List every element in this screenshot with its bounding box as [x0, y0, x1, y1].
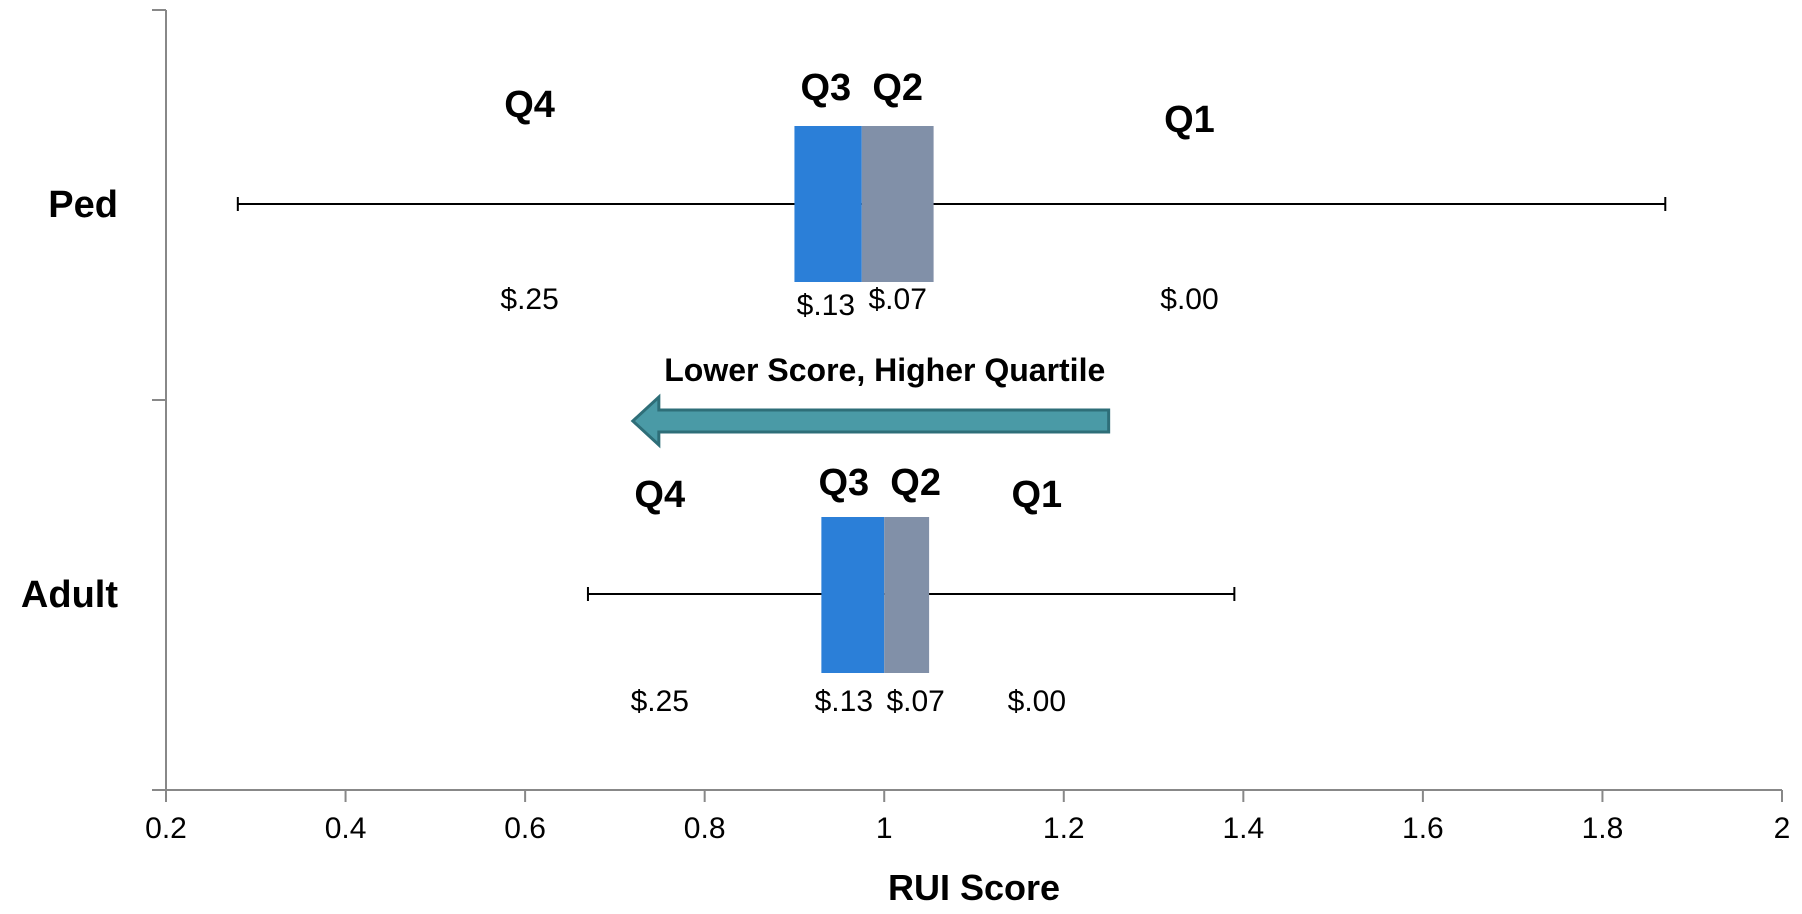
box-lower-segment — [794, 126, 862, 282]
annotation-label: Lower Score, Higher Quartile — [664, 352, 1105, 388]
box-lower-segment — [821, 517, 885, 673]
quartile-label: Q4 — [634, 474, 685, 516]
x-tick-label: 1.6 — [1402, 812, 1444, 845]
box-adult: Q4 $.25 Q3 $.13 Q2 $.07 Q1 $.00 — [586, 462, 1236, 718]
category-label-ped: Ped — [48, 184, 118, 226]
boxes: Q4 $.25 Q3 $.13 Q2 $.07 Q1 $.00 Q4 $.25 Q3 $.13 Q2 $.… — [236, 67, 1667, 718]
x-tick-label: 1.4 — [1222, 812, 1264, 845]
quartile-price: $.07 — [868, 283, 926, 316]
axes — [152, 9, 1782, 791]
x-axis-title: RUI Score — [888, 867, 1060, 908]
box-ped: Q4 $.25 Q3 $.13 Q2 $.07 Q1 $.00 — [236, 67, 1667, 322]
category-labels: Ped Adult — [21, 184, 118, 616]
quartile-price: $.13 — [797, 289, 855, 322]
x-tick-label: 1 — [876, 812, 893, 845]
quartile-label: Q4 — [504, 84, 555, 126]
x-tick-label: 0.8 — [684, 812, 726, 845]
quartile-label: Q3 — [818, 462, 869, 504]
annotation-arrow — [630, 393, 1111, 449]
box-upper-segment — [861, 126, 934, 282]
annotation: Lower Score, Higher Quartile — [630, 352, 1111, 449]
category-label-adult: Adult — [21, 574, 118, 616]
x-tick-label: 0.2 — [145, 812, 187, 845]
quartile-price: $.13 — [815, 685, 873, 718]
quartile-label: Q1 — [1164, 99, 1215, 141]
quartile-price: $.25 — [500, 283, 558, 316]
quartile-label: Q1 — [1011, 474, 1062, 516]
box-upper-segment — [884, 517, 930, 673]
quartile-price: $.25 — [631, 685, 689, 718]
x-axis-ticks: 0.2 0.4 0.6 0.8 1 1.2 1.4 1.6 1.8 2 — [145, 790, 1790, 845]
quartile-label: Q2 — [872, 67, 923, 109]
x-tick-label: 0.6 — [504, 812, 546, 845]
quartile-label: Q2 — [890, 462, 941, 504]
quartile-price: $.00 — [1160, 283, 1218, 316]
quartile-price: $.07 — [886, 685, 944, 718]
x-tick-label: 2 — [1774, 812, 1791, 845]
quartile-price: $.00 — [1008, 685, 1066, 718]
x-tick-label: 1.8 — [1582, 812, 1624, 845]
x-tick-label: 1.2 — [1043, 812, 1085, 845]
x-tick-label: 0.4 — [325, 812, 367, 845]
quartile-label: Q3 — [801, 67, 852, 109]
